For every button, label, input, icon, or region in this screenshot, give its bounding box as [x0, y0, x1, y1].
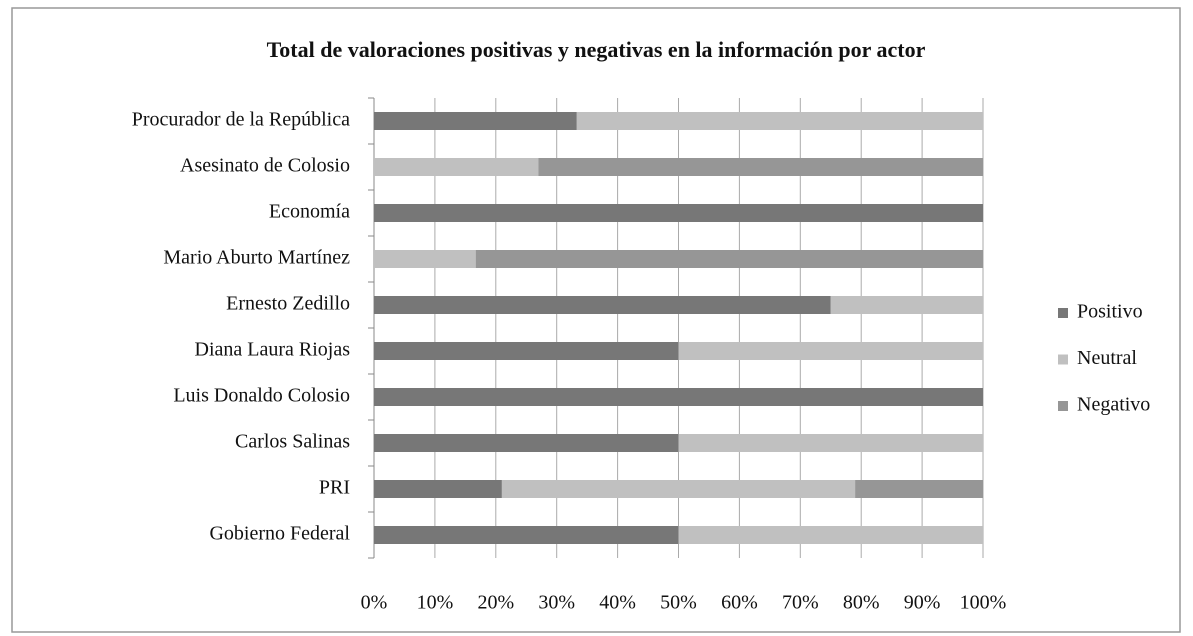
y-tick-label: Procurador de la República — [132, 109, 350, 131]
legend-swatch — [1058, 308, 1068, 318]
y-tick-label: Economía — [269, 201, 350, 223]
x-tick-label: 0% — [361, 592, 388, 614]
y-tick-label: Luis Donaldo Colosio — [173, 385, 350, 407]
bar-segment — [374, 388, 983, 406]
legend-label: Neutral — [1077, 347, 1137, 369]
x-tick-label: 40% — [599, 592, 636, 614]
legend-swatch — [1058, 354, 1068, 365]
bar-segment — [678, 342, 983, 360]
bar-segment — [374, 434, 679, 452]
legend-swatch — [1058, 401, 1068, 411]
y-tick-label: Gobierno Federal — [209, 523, 350, 545]
x-tick-label: 30% — [538, 592, 575, 614]
bar-segment — [374, 158, 539, 176]
y-tick-label: Ernesto Zedillo — [226, 293, 350, 315]
bar-segment — [475, 250, 983, 268]
bar-segment — [374, 342, 679, 360]
bar-segment — [678, 434, 983, 452]
bar-segment — [501, 480, 856, 498]
legend-label: Positivo — [1077, 301, 1143, 323]
bar-segment — [374, 250, 476, 268]
x-tick-label: 10% — [417, 592, 454, 614]
x-tick-label: 20% — [477, 592, 514, 614]
bar-segment — [576, 112, 983, 130]
bar-segment — [538, 158, 983, 176]
bar-segment — [374, 204, 983, 222]
legend-label: Negativo — [1077, 394, 1150, 416]
y-tick-label: Mario Aburto Martínez — [163, 247, 350, 269]
bar-segment — [678, 526, 983, 544]
x-tick-label: 70% — [782, 592, 819, 614]
x-tick-label: 90% — [904, 592, 941, 614]
x-tick-label: 80% — [843, 592, 880, 614]
y-tick-label: PRI — [319, 477, 350, 499]
x-tick-label: 100% — [960, 592, 1007, 614]
bar-segment — [374, 296, 831, 314]
bar-segment — [830, 296, 983, 314]
bar-segment — [374, 480, 502, 498]
x-tick-label: 50% — [660, 592, 697, 614]
y-tick-label: Carlos Salinas — [235, 431, 350, 453]
bar-segment — [374, 112, 577, 130]
chart-title: Total de valoraciones positivas y negati… — [267, 37, 926, 62]
y-tick-label: Asesinato de Colosio — [180, 155, 350, 177]
y-tick-label: Diana Laura Riojas — [195, 339, 351, 361]
bar-segment — [855, 480, 983, 498]
bar-segment — [374, 526, 679, 544]
x-tick-label: 60% — [721, 592, 758, 614]
